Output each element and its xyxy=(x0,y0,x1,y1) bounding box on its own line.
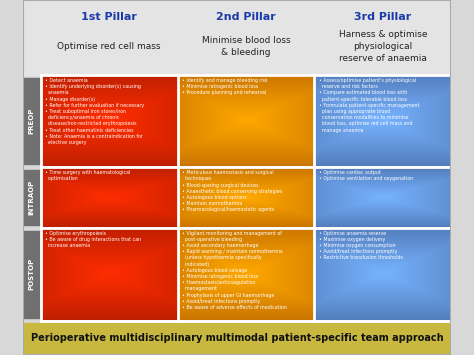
Bar xyxy=(25,323,449,353)
Text: • Meticulous haemostasis and surgical
  techniques
• Blood-sparing surgical devi: • Meticulous haemostasis and surgical te… xyxy=(182,170,283,212)
Text: • Optimise anaemia reserve
• Maximise oxygen delivery
• Minimise oxygen consumpt: • Optimise anaemia reserve • Maximise ox… xyxy=(319,230,403,260)
Text: POSTOP: POSTOP xyxy=(29,258,35,290)
Text: Minimise blood loss
& bleeding: Minimise blood loss & bleeding xyxy=(202,36,291,57)
Text: Optimise red cell mass: Optimise red cell mass xyxy=(57,42,161,51)
Text: INTRAOP: INTRAOP xyxy=(29,180,35,215)
Bar xyxy=(24,230,40,318)
Text: PREOP: PREOP xyxy=(29,108,35,134)
Bar xyxy=(24,78,40,164)
Text: • Detect anaemia
• Identify underlying disorder(s) causing
  anaemia
• Manage di: • Detect anaemia • Identify underlying d… xyxy=(45,78,145,145)
Text: • Vigilant monitoring and management of
  post-operative bleeding
• Avoid second: • Vigilant monitoring and management of … xyxy=(182,230,287,310)
Bar xyxy=(24,170,40,224)
Text: • Identify and manage bleeding risk
• Minimise iatrogenic blood loss
• Procedure: • Identify and manage bleeding risk • Mi… xyxy=(182,78,268,95)
Text: • Optimise cardiac output
• Optimise ventilation and oxygenation: • Optimise cardiac output • Optimise ven… xyxy=(319,170,413,181)
Text: Harness & optimise
physiological
reserve of anaemia: Harness & optimise physiological reserve… xyxy=(339,30,427,63)
Bar xyxy=(23,0,451,75)
Text: Perioperative multidisciplinary multimodal patient-specific team approach: Perioperative multidisciplinary multimod… xyxy=(31,333,443,343)
Text: 1st Pillar: 1st Pillar xyxy=(81,11,137,22)
Text: • Optimise erythropoiesis
• Be aware of drug interactions that can
  increase an: • Optimise erythropoiesis • Be aware of … xyxy=(45,230,141,248)
Text: 3rd Pillar: 3rd Pillar xyxy=(354,11,411,22)
Text: 2nd Pillar: 2nd Pillar xyxy=(216,11,276,22)
Text: • Assess/optimise patient's physiological
  reserve and risk factors
• Compare e: • Assess/optimise patient's physiologica… xyxy=(319,78,419,133)
Text: • Time surgery with haematological
  optimisation: • Time surgery with haematological optim… xyxy=(45,170,131,181)
